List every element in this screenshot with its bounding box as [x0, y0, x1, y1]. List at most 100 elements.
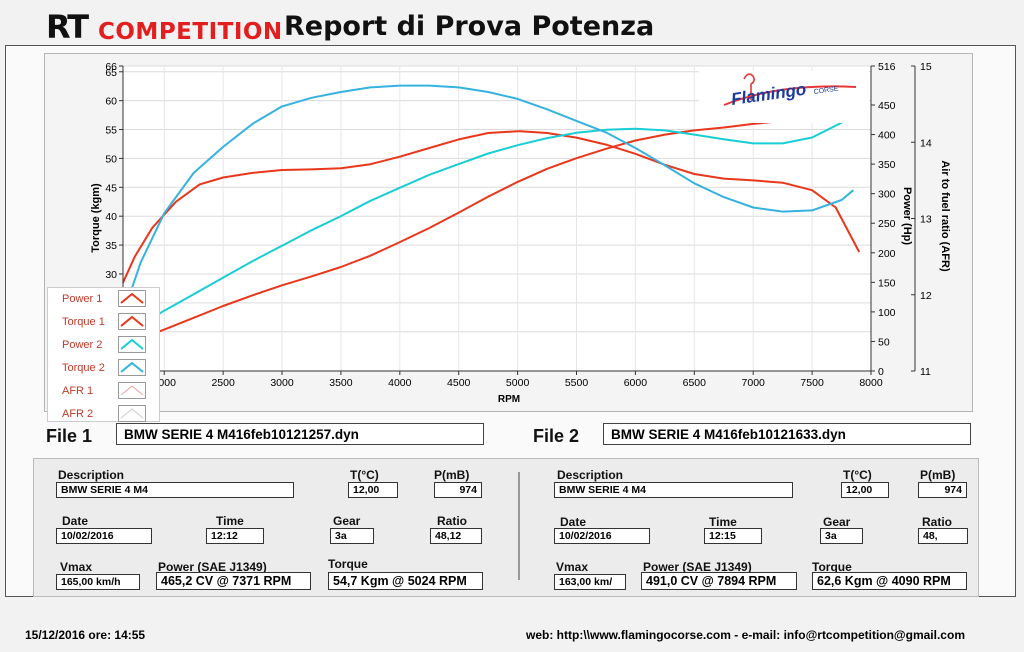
y-tick-label-torque: 45: [105, 182, 117, 194]
file1-vmax-label: Vmax: [60, 560, 93, 574]
file1-torque-field: 54,7 Kgm @ 5024 RPM: [328, 572, 483, 590]
file1-description-label: Description: [58, 468, 125, 482]
file1-pressure-field: 974: [434, 482, 482, 498]
file1-label: File 1: [46, 426, 93, 446]
watermark-bg: [699, 71, 869, 123]
x-tick-label: 7000: [742, 377, 766, 389]
y-axis-label-afr: Air to fuel ratio (AFR): [939, 160, 951, 272]
file1-power-field: 465,2 CV @ 7371 RPM: [156, 572, 311, 590]
y-tick-label-power: 350: [878, 159, 896, 171]
legend-label: Power 2: [62, 339, 103, 351]
report-title: Report di Prova Potenza: [284, 11, 655, 42]
file1-date-label: Date: [62, 514, 89, 528]
file2-torque-field: 62,6 Kgm @ 4090 RPM: [812, 572, 967, 590]
file1-ratio-field: 48,12: [430, 528, 482, 544]
y-tick-label-power: 0: [878, 366, 884, 378]
legend-label: Torque 2: [62, 362, 105, 374]
y-tick-label-afr: 15: [920, 61, 932, 73]
legend-label: Torque 1: [62, 316, 105, 328]
file1-temp-field: 12,00: [348, 482, 398, 498]
y-tick-label-torque: 60: [105, 96, 117, 108]
power-2-line: [122, 109, 860, 337]
file2-time-field: 12:15: [704, 528, 762, 544]
chart-legend: Power 1 Torque 1 Power 2 Torque 2 AFR 1 …: [47, 287, 160, 422]
y-tick-label-afr: 14: [920, 137, 932, 149]
legend-item[interactable]: Torque 2: [48, 357, 161, 379]
x-tick-label: 6500: [683, 377, 707, 389]
x-tick-label: 4000: [388, 377, 412, 389]
logo-competition: COMPETITION: [98, 19, 283, 45]
file1-vmax-field: 165,00 km/h: [56, 574, 140, 590]
legend-item[interactable]: Power 1: [48, 288, 161, 310]
x-axis-label: RPM: [498, 394, 520, 405]
file2-power-field: 491,0 CV @ 7894 RPM: [641, 572, 797, 590]
file2-description-label: Description: [557, 468, 624, 482]
logo-rt: RT: [46, 8, 89, 46]
file2-temp-label: T(°C): [843, 468, 872, 482]
dyno-chart: 2025303540455055606566200025003000350040…: [90, 61, 951, 405]
file2-vmax-field: 163,00 km/: [554, 574, 626, 590]
file2-time-label: Time: [709, 515, 737, 529]
legend-item[interactable]: AFR 2: [48, 403, 161, 425]
legend-label: AFR 2: [62, 408, 94, 420]
flamingo-icon: [743, 73, 755, 100]
y-tick-label-torque: 66: [105, 61, 117, 73]
y-tick-label-power: 150: [878, 277, 896, 289]
torque-1-line: [122, 130, 861, 284]
y-tick-label-afr: 11: [920, 366, 931, 378]
y-axis-label-power: Power (Hp): [901, 187, 913, 245]
y-tick-label-power: 50: [878, 336, 890, 348]
legend-label: AFR 1: [62, 385, 94, 397]
y-tick-label-torque: 65: [105, 67, 117, 79]
file2-description-field: BMW SERIE 4 M4: [554, 482, 793, 498]
file1-torque-label: Torque: [328, 557, 368, 571]
x-tick-label: 4500: [447, 377, 471, 389]
y-tick-label-power: 250: [878, 218, 896, 230]
y-tick-label-torque: 35: [105, 240, 117, 252]
rt-competition-logo: RT COMPETITION: [46, 8, 282, 46]
file1-pressure-label: P(mB): [434, 468, 470, 482]
file2-date-label: Date: [560, 515, 587, 529]
legend-swatch: [118, 290, 146, 307]
x-tick-label: 2500: [211, 377, 235, 389]
file1-gear-field: 3a: [330, 528, 374, 544]
y-tick-label-torque: 40: [105, 211, 117, 223]
file2-pressure-label: P(mB): [920, 468, 956, 482]
file2-date-field: 10/02/2016: [554, 528, 650, 544]
watermark-sub: CORSE: [813, 86, 839, 96]
file1-time-field: 12:12: [206, 528, 264, 544]
legend-item[interactable]: Torque 1: [48, 311, 161, 333]
file2-name: BMW SERIE 4 M416feb10121633.dyn: [603, 423, 971, 445]
file2-power-label: Power (SAE J1349): [643, 560, 752, 574]
file2-pressure-field: 974: [918, 482, 967, 498]
file2-label: File 2: [533, 426, 580, 446]
y-tick-label-power: 300: [878, 189, 896, 201]
panel-divider: [518, 472, 520, 580]
x-tick-label: 6000: [624, 377, 648, 389]
file2-gear-field: 3a: [820, 528, 863, 544]
y-tick-label-torque: 55: [105, 125, 117, 137]
file2-ratio-field: 48,: [918, 528, 968, 544]
legend-item[interactable]: Power 2: [48, 334, 161, 356]
file1-power-label: Power (SAE J1349): [158, 560, 267, 574]
y-tick-label-power: 516: [878, 61, 896, 73]
legend-item[interactable]: AFR 1: [48, 380, 161, 402]
y-tick-label-power: 400: [878, 130, 896, 142]
x-tick-label: 5000: [506, 377, 530, 389]
legend-swatch: [118, 313, 146, 330]
file2-temp-field: 12,00: [841, 482, 889, 498]
y-tick-label-power: 450: [878, 100, 896, 112]
y-tick-label-torque: 30: [105, 269, 117, 281]
file1-description-field: BMW SERIE 4 M4: [56, 482, 294, 498]
legend-swatch: [118, 359, 146, 376]
y-tick-label-afr: 12: [920, 290, 932, 302]
file2-ratio-label: Ratio: [922, 515, 952, 529]
y-tick-label-power: 200: [878, 248, 896, 260]
file1-gear-label: Gear: [333, 514, 361, 528]
contact-info: web: http:\\www.flamingocorse.com - e-ma…: [526, 628, 965, 642]
y-axis-label-torque: Torque (kgm): [90, 183, 102, 253]
y-tick-label-afr: 13: [920, 214, 932, 226]
legend-swatch: [118, 336, 146, 353]
file1-time-label: Time: [216, 514, 244, 528]
file1-date-field: 10/02/2016: [56, 528, 152, 544]
